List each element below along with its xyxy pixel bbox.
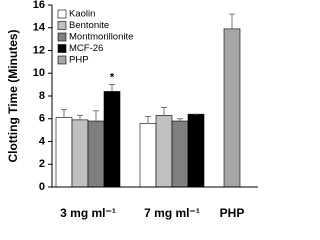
y-tick-label: 16 bbox=[33, 0, 45, 11]
bar bbox=[187, 113, 205, 188]
x-tick-label: PHP bbox=[220, 206, 245, 220]
x-tick-label: 7 mg ml⁻¹ bbox=[144, 206, 200, 220]
y-tick-label: 14 bbox=[33, 22, 46, 34]
legend-label: PHP bbox=[69, 55, 89, 66]
legend-swatch bbox=[57, 9, 67, 19]
bar bbox=[155, 115, 173, 188]
bar bbox=[55, 117, 73, 188]
annotation: * bbox=[110, 72, 115, 84]
y-axis-label: Clotting Time (Minutes) bbox=[6, 29, 20, 162]
x-tick-label: 3 mg ml⁻¹ bbox=[60, 206, 116, 220]
y-tick-label: 10 bbox=[33, 67, 45, 79]
y-tick-label: 4 bbox=[39, 135, 46, 147]
legend-label: Montmorillonite bbox=[69, 32, 133, 43]
y-tick-label: 12 bbox=[33, 44, 45, 56]
legend-label: MCF-26 bbox=[69, 43, 103, 54]
y-tick-label: 0 bbox=[39, 181, 45, 193]
legend-swatch bbox=[57, 55, 67, 65]
legend-swatch bbox=[57, 21, 67, 30]
y-tick-label: 2 bbox=[39, 158, 45, 170]
legend-label: Bentonite bbox=[69, 20, 109, 31]
bar bbox=[71, 119, 89, 188]
y-tick-label: 6 bbox=[39, 113, 45, 125]
legend-label: Kaolin bbox=[69, 9, 95, 20]
bar bbox=[139, 123, 157, 188]
legend-swatch bbox=[57, 32, 67, 42]
bar bbox=[223, 28, 241, 188]
y-tick-label: 8 bbox=[39, 90, 45, 102]
bar bbox=[87, 120, 105, 188]
bar bbox=[171, 120, 189, 188]
legend-swatch bbox=[57, 44, 67, 53]
chart: Clotting Time (Minutes) 0 2 4 6 8 10 12 14 16 3 m… bbox=[6, 0, 258, 220]
bar bbox=[103, 91, 121, 188]
